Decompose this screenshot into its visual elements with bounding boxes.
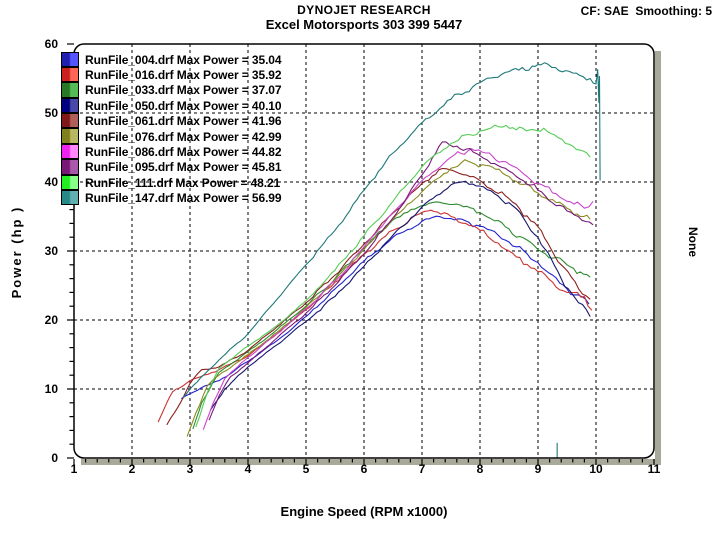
- legend-color-swatch: [61, 128, 79, 144]
- legend-color-swatch: [61, 143, 79, 160]
- power-curve-RunFile_095.drf: [208, 141, 594, 421]
- y-tick-label: 30: [44, 244, 58, 258]
- legend-color-swatch: [61, 159, 79, 175]
- x-tick-label: 6: [360, 462, 368, 476]
- power-curve-RunFile_076.drf: [186, 159, 591, 437]
- graph-title: DYNOJET RESEARCH: [297, 3, 431, 17]
- legend-label: RunFile_147.drf Max Power = 56.99: [85, 191, 282, 206]
- y-tick-label: 40: [44, 175, 58, 189]
- legend-color-swatch: [61, 174, 79, 191]
- legend-color-swatch: [61, 97, 79, 114]
- legend-color-swatch: [61, 82, 79, 98]
- legend-row: RunFile_086.drf Max Power = 44.82: [61, 143, 282, 160]
- legend-row: RunFile_033.drf Max Power = 37.07: [61, 82, 282, 98]
- y-tick-label: 10: [44, 382, 58, 396]
- x-tick-label: 7: [418, 462, 426, 476]
- x-tick-label: 1: [70, 462, 78, 476]
- x-tick-label: 4: [244, 462, 252, 476]
- graph-subtitle: Excel Motorsports 303 399 5447: [265, 17, 463, 32]
- legend-label: RunFile_095.drf Max Power = 45.81: [85, 160, 282, 175]
- legend-label: RunFile_076.drf Max Power = 42.99: [85, 129, 282, 144]
- power-curve-RunFile_147.drf: [182, 62, 601, 399]
- legend-row: RunFile_061.drf Max Power = 41.96: [61, 113, 282, 129]
- plot-shadow-bottom: [81, 459, 661, 465]
- y-axis-label: Power (hp ): [9, 205, 24, 299]
- legend-color-swatch: [61, 66, 79, 83]
- legend-row: RunFile_111.drf Max Power = 48.21: [61, 174, 281, 191]
- power-curve-RunFile_050.drf: [209, 180, 591, 411]
- x-tick-label: 11: [647, 462, 661, 476]
- x-tick-label: 8: [476, 462, 484, 476]
- y-tick-label: 0: [51, 451, 58, 465]
- legend-label: RunFile_004.drf Max Power = 35.04: [85, 52, 282, 67]
- x-tick-label: 5: [302, 462, 310, 476]
- power-curve-RunFile_061.drf: [166, 167, 591, 426]
- legend-row: RunFile_016.drf Max Power = 35.92: [61, 66, 282, 83]
- y-tick-label: 60: [44, 37, 58, 51]
- x-tick-label: 2: [128, 462, 136, 476]
- power-curve-RunFile_086.drf: [202, 148, 594, 430]
- x-tick-label: 10: [589, 462, 603, 476]
- legend-label: RunFile_111.drf Max Power = 48.21: [85, 175, 281, 190]
- legend-label: RunFile_033.drf Max Power = 37.07: [85, 83, 282, 98]
- legend-label: RunFile_050.drf Max Power = 40.10: [85, 98, 282, 113]
- y-tick-label: 50: [44, 106, 58, 120]
- x-axis-label: Engine Speed (RPM x1000): [280, 504, 448, 519]
- legend-label: RunFile_061.drf Max Power = 41.96: [85, 114, 282, 129]
- legend-label: RunFile_016.drf Max Power = 35.92: [85, 68, 282, 83]
- legend: RunFile_004.drf Max Power = 35.04 RunFile…: [61, 51, 282, 206]
- right-axis-label: None: [686, 227, 700, 257]
- legend-row: RunFile_147.drf Max Power = 56.99: [61, 190, 282, 206]
- power-curve-RunFile_111.drf: [195, 124, 591, 428]
- legend-color-swatch: [61, 113, 79, 129]
- legend-color-swatch: [61, 51, 79, 67]
- x-tick-label: 3: [186, 462, 194, 476]
- correction-smoothing-note: CF: SAE Smoothing: 5: [580, 4, 712, 18]
- legend-row: RunFile_095.drf Max Power = 45.81: [61, 159, 282, 175]
- legend-row: RunFile_004.drf Max Power = 35.04: [61, 51, 282, 67]
- legend-row: RunFile_050.drf Max Power = 40.10: [61, 97, 282, 114]
- power-curve-RunFile_004.drf: [181, 215, 590, 400]
- x-tick-label: 9: [534, 462, 542, 476]
- legend-color-swatch: [61, 190, 79, 206]
- legend-label: RunFile_086.drf Max Power = 44.82: [85, 145, 282, 160]
- legend-row: RunFile_076.drf Max Power = 42.99: [61, 128, 282, 144]
- y-tick-label: 20: [44, 313, 58, 327]
- plot-shadow-right: [655, 51, 661, 462]
